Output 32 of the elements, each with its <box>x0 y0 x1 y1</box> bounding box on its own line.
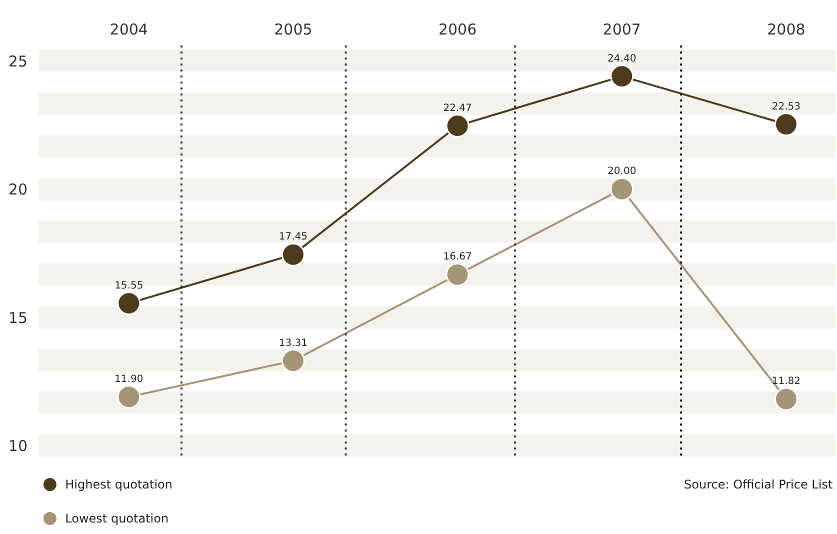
data-label: 13.31 <box>278 338 308 349</box>
y-tick-label: 15 <box>8 308 28 327</box>
point <box>117 385 141 409</box>
point <box>446 114 470 138</box>
data-label: 16.67 <box>443 252 472 263</box>
y-tick-label: 20 <box>8 180 28 199</box>
data-label: 11.90 <box>114 374 144 385</box>
y-tick-label: 10 <box>8 437 28 456</box>
legend-label: Lowest quotation <box>65 512 169 526</box>
source-note: Source: Official Price List <box>684 478 833 492</box>
x-tick-label: 2004 <box>110 20 148 38</box>
point <box>610 64 634 88</box>
point <box>610 177 634 201</box>
data-label: 17.45 <box>278 232 308 243</box>
point <box>281 242 305 266</box>
point <box>774 387 798 411</box>
point <box>281 349 305 372</box>
x-tick-label: 2008 <box>767 20 806 38</box>
point <box>774 112 798 136</box>
data-label: 20.00 <box>608 166 636 178</box>
data-label: 22.47 <box>443 102 472 114</box>
legend-label: Highest quotation <box>65 478 173 492</box>
data-label: 15.55 <box>114 280 144 292</box>
point <box>117 292 141 316</box>
point <box>446 262 470 286</box>
data-label: 22.53 <box>772 101 801 112</box>
x-tick-label: 2006 <box>438 20 477 38</box>
data-label: 24.40 <box>608 53 636 64</box>
data-label: 11.82 <box>772 376 801 387</box>
x-tick-label: 2007 <box>602 20 641 38</box>
x-tick-label: 2005 <box>274 20 312 38</box>
y-tick-label: 25 <box>8 52 28 70</box>
